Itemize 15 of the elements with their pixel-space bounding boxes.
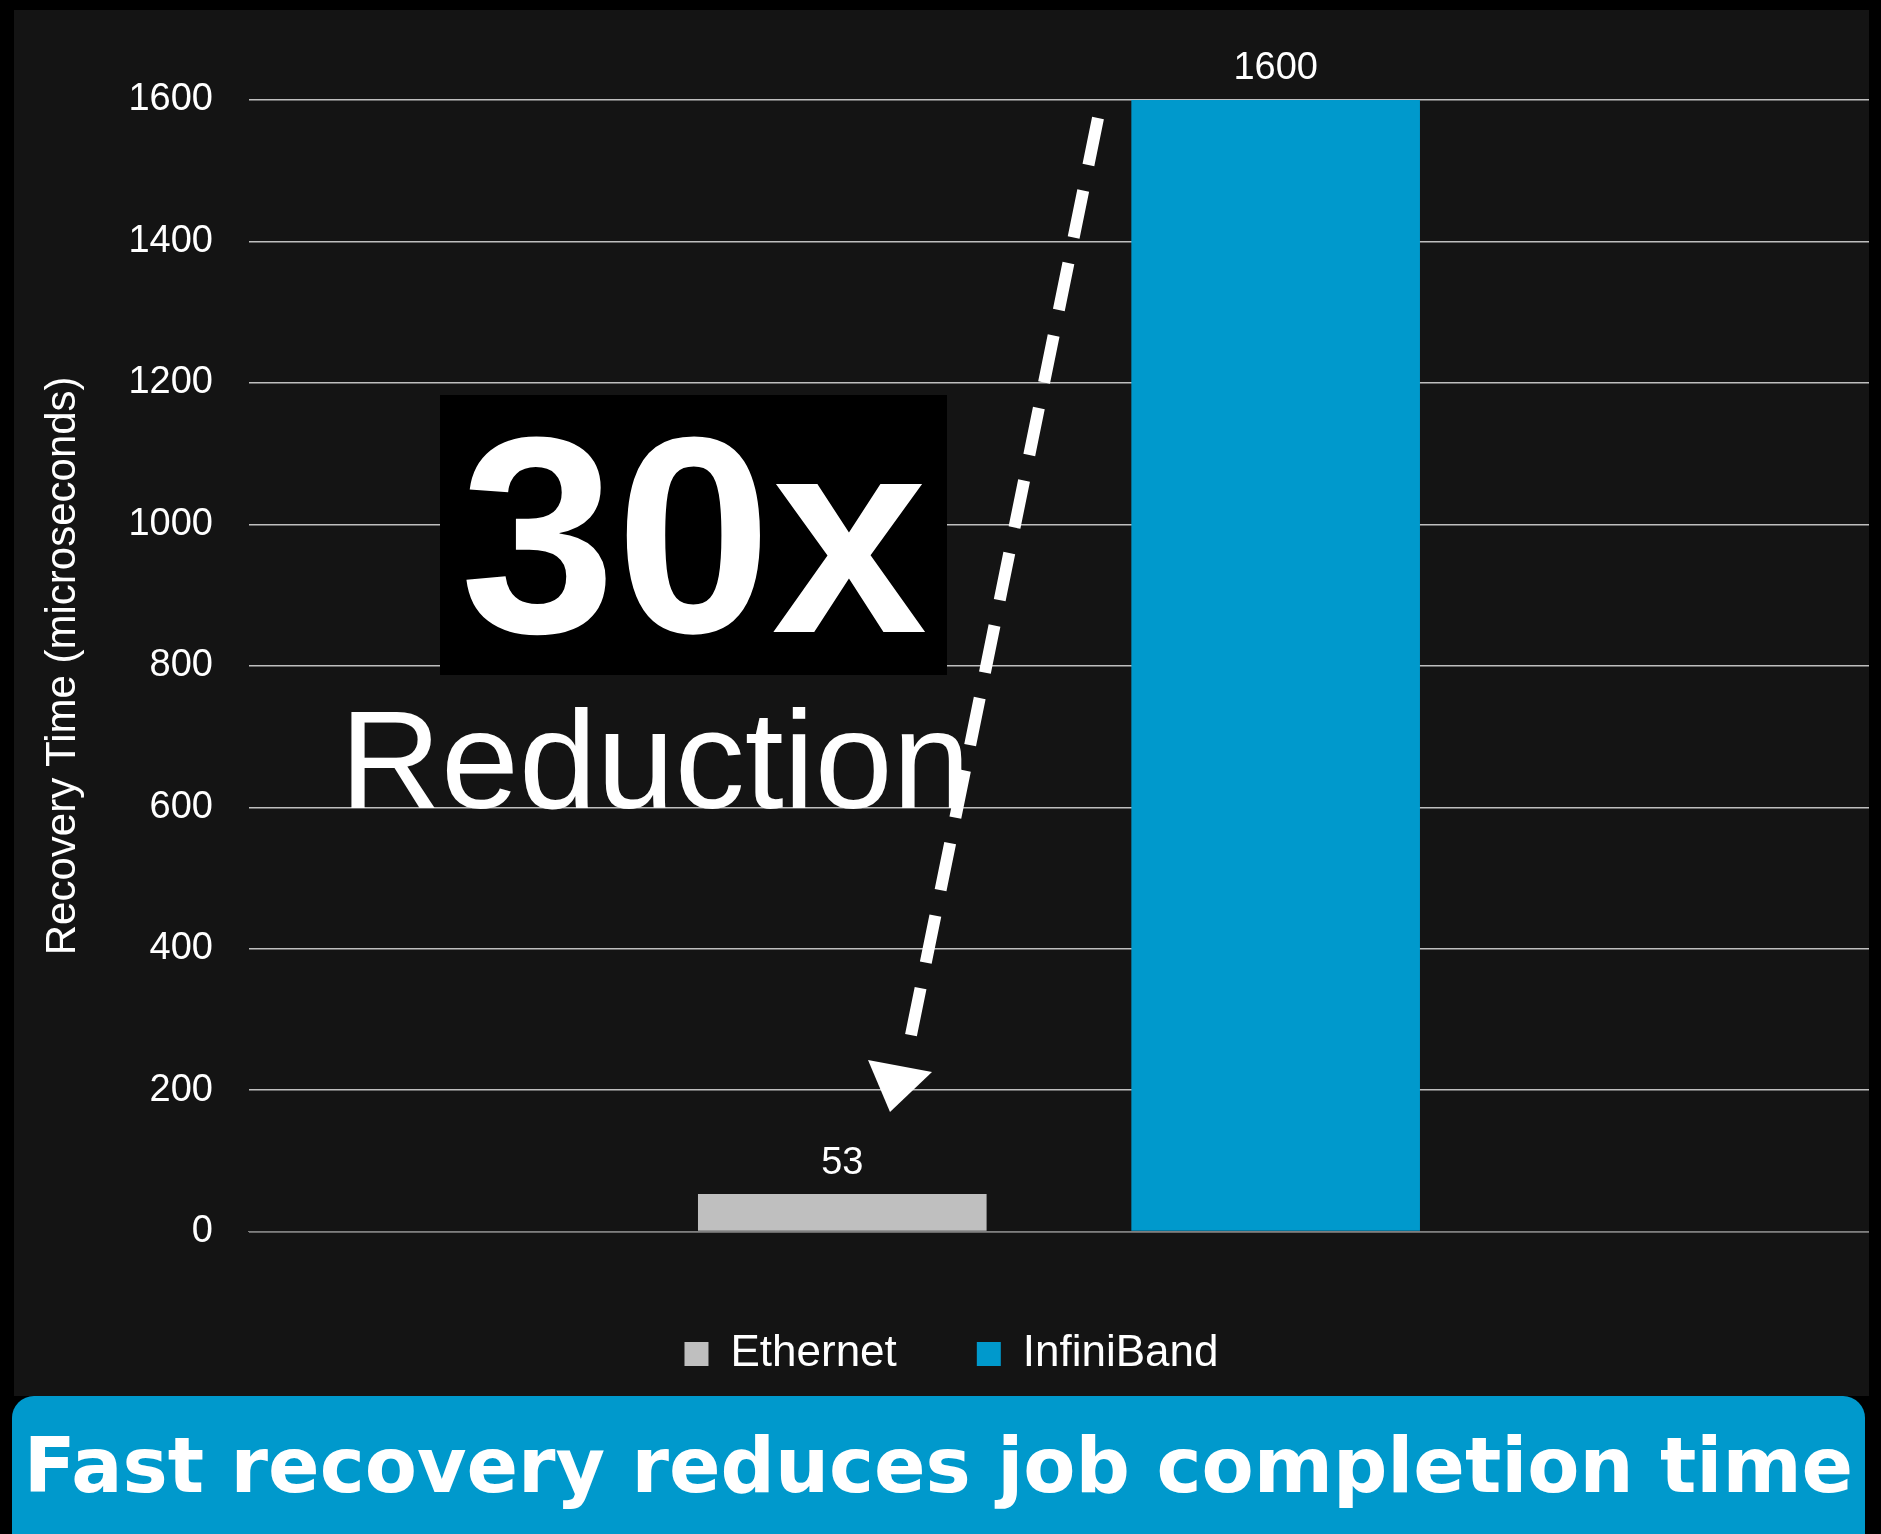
y-tick-label: 1600 — [128, 76, 213, 119]
y-tick-label: 200 — [149, 1066, 213, 1109]
y-tick-label: 1200 — [128, 359, 213, 402]
y-tick-label: 600 — [149, 783, 213, 826]
text: Fast recovery reduces job completion time — [12, 1396, 1865, 1534]
data-label: 53 — [821, 1139, 864, 1182]
y-tick-label: 0 — [191, 1208, 213, 1251]
y-tick-label: 1000 — [128, 500, 213, 543]
legend-label: InfiniBand — [1022, 1326, 1219, 1376]
y-tick-label: 400 — [149, 925, 213, 968]
y-tick-label: 1400 — [128, 217, 213, 260]
y-axis-title: Recovery Time (microseconds) — [36, 376, 84, 956]
y-tick-label: 800 — [149, 642, 213, 685]
legend-label: Ethernet — [730, 1326, 897, 1376]
data-label: 1600 — [1233, 45, 1318, 88]
